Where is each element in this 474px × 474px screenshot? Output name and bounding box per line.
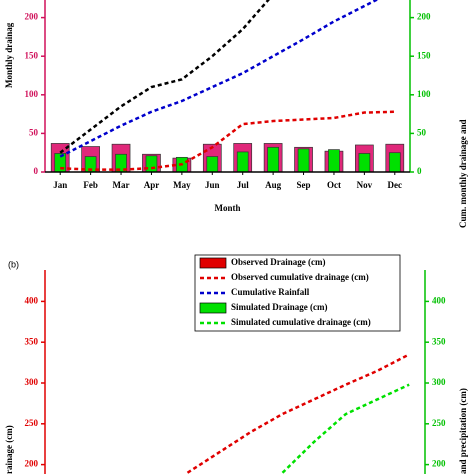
legend-label: Observed Drainage (cm) [231, 257, 325, 267]
legend-swatch [199, 257, 227, 269]
x-tick-label: Dec [388, 180, 403, 190]
y-axis-label: rainage (cm) [4, 425, 14, 474]
bar [388, 152, 401, 172]
y-tick-label: 150 [25, 50, 39, 60]
y-tick-label: 300 [25, 377, 39, 387]
bar [54, 153, 67, 172]
x-axis-label: Month [214, 203, 240, 213]
y-axis-label: Monthly drainag [4, 22, 14, 88]
y2-tick-label: 0 [417, 166, 422, 176]
x-tick-label: Jan [53, 180, 67, 190]
y2-tick-label: 300 [432, 377, 446, 387]
plot [50, 0, 405, 172]
bar [358, 153, 371, 172]
y2-tick-label: 50 [417, 127, 427, 137]
y2-axis-label: Cum. monthly drainage and [458, 119, 468, 228]
bar [267, 146, 279, 172]
y2-axis-label: and precipitation (cm) [458, 388, 468, 474]
x-tick-label: Apr [144, 180, 160, 190]
legend-label: Simulated cumulative drainage (cm) [231, 317, 371, 327]
y-tick-label: 400 [25, 295, 39, 305]
bar [206, 156, 219, 172]
legend-label: Observed cumulative drainage (cm) [231, 272, 369, 282]
legend-swatch [199, 302, 227, 314]
y-tick-label: 200 [25, 12, 39, 22]
y-tick-label: 200 [25, 459, 39, 469]
y-tick-label: 0 [34, 166, 39, 176]
legend-box [194, 254, 401, 332]
line [281, 383, 410, 474]
x-tick-label: Sep [297, 180, 311, 190]
y2-tick-label: 350 [432, 336, 446, 346]
y2-tick-label: 200 [417, 12, 431, 22]
x-tick-label: Nov [357, 180, 373, 190]
y-tick-label: 250 [25, 418, 39, 428]
bar [297, 148, 310, 172]
y2-tick-label: 200 [432, 459, 446, 469]
x-tick-label: Mar [113, 180, 130, 190]
x-tick-label: Jun [205, 180, 220, 190]
bar [328, 149, 340, 172]
bar [115, 153, 127, 172]
y2-tick-label: 150 [417, 50, 431, 60]
x-tick-label: Jul [237, 180, 250, 190]
legend-label: Simulated Drainage (cm) [231, 302, 328, 312]
y2-tick-label: 250 [432, 418, 446, 428]
legend-label: Cumulative Rainfall [231, 287, 310, 297]
y2-tick-label: 100 [417, 89, 431, 99]
plot [186, 353, 410, 474]
y-tick-label: 100 [25, 89, 39, 99]
x-tick-label: May [173, 180, 191, 190]
panel-label: (b) [8, 259, 19, 269]
bar [236, 151, 249, 172]
line [186, 353, 410, 474]
line [59, 0, 270, 154]
y2-tick-label: 400 [432, 295, 446, 305]
y-tick-label: 50 [29, 127, 39, 137]
line [60, 110, 395, 171]
line [59, 0, 379, 158]
x-tick-label: Aug [265, 180, 282, 190]
x-tick-label: Oct [327, 180, 341, 190]
x-tick-label: Feb [83, 180, 98, 190]
y-tick-label: 350 [25, 336, 39, 346]
